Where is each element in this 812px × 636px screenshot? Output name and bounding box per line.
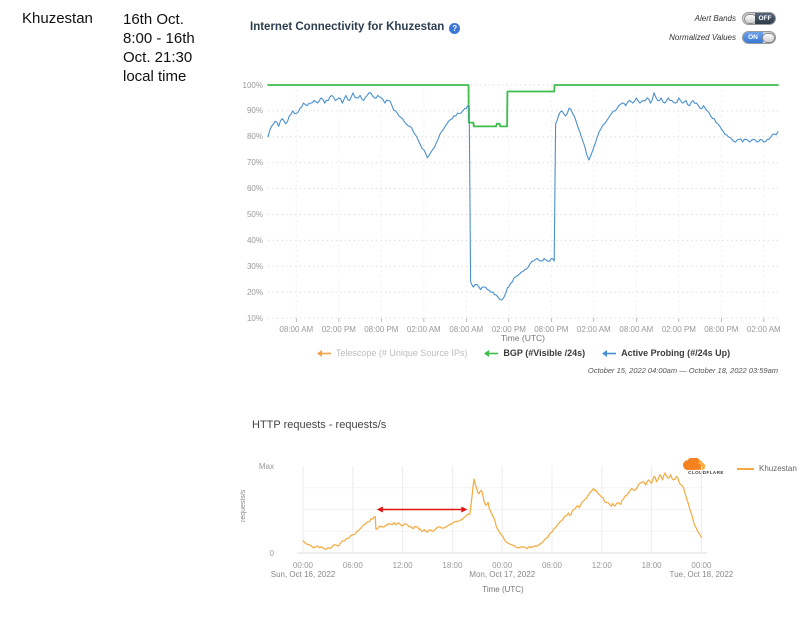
cf-x-axis-title: Time (UTC) [482,585,524,594]
legend-item-active-probing[interactable]: Active Probing (#/24s Up) [601,348,730,358]
y-tick-label: 40% [246,235,263,245]
help-icon[interactable]: ? [449,23,461,34]
x-tick-label: 12:00 [591,561,612,570]
arrowhead [376,506,383,513]
active-probing-line [267,92,779,301]
y-tick-label: Max [258,461,274,471]
x-tick-date-label: Mon, Oct 17, 2022 [469,570,536,579]
region-label: Khuzestan [22,10,93,27]
khuzestan-requests-line [302,472,702,551]
legend-item-telescope[interactable]: Telescope (# Unique Source IPs) [316,348,468,358]
toggle-state: ON [743,32,763,43]
connectivity-chart[interactable] [266,80,780,328]
page-title: Internet Connectivity for Khuzestan [250,21,445,33]
y-tick-label: 30% [246,261,263,271]
http-requests-chart[interactable] [283,458,745,558]
x-tick-label: 08:00 PM [364,325,399,334]
x-tick-label: 02:00 AM [746,325,781,334]
x-tick-label: 02:00 PM [491,325,526,334]
y-tick-label: 80% [246,132,263,142]
y-tick-label: 50% [246,210,263,219]
y-tick-label: 70% [246,158,263,168]
toggle-state: OFF [755,13,775,24]
y-tick-label: 10% [246,313,263,323]
x-tick-label: 18:00 [442,561,463,570]
legend-label: Active Probing (#/24s Up) [621,348,731,358]
legend-item-bgp[interactable]: BGP (#Visible /24s) [483,348,585,358]
toggle-knob [761,32,775,43]
alert-bands-label: Alert Bands [694,14,736,23]
x-tick-label: 18:00 [641,561,662,570]
x-tick-label: 06:00 [342,561,363,570]
y-tick-label: 100% [242,80,263,90]
cloudflare-panel-title: HTTP requests - requests/s [252,419,387,431]
bgp-line [267,84,779,128]
alert-bands-toggle[interactable]: OFF [742,12,776,25]
legend-label: Telescope (# Unique Source IPs) [335,348,468,358]
x-tick-label: 02:00 PM [661,325,696,334]
x-tick-label: 00:00 [292,561,314,570]
cloudflare-logo-text: CLOUDFLARE [688,470,724,475]
khuzestan-series-marker [737,467,754,470]
date-range: October 15, 2022 04:00am — October 18, 2… [587,366,778,375]
x-tick-label: 08:00 PM [534,325,569,334]
x-tick-label: 08:00 PM [704,325,739,334]
alert-bands-row: Alert Bands OFF [695,12,776,25]
series-arrow-icon [316,349,331,357]
y-tick-label: 0 [269,548,274,558]
x-tick-date-label: Sun, Oct 16, 2022 [270,570,336,579]
cloudflare-cloud-icon [682,458,706,471]
cloudflare-legend[interactable]: Khuzestan [737,464,797,473]
y-tick-label: 20% [246,287,263,297]
x-tick-label: 06:00 [541,561,563,570]
x-tick-label: 00:00 [492,561,513,570]
normalized-values-toggle[interactable]: ON [742,31,776,44]
cf-y-axis-title: requests/s [240,489,247,523]
x-tick-label: 08:00 AM [279,325,314,334]
x-tick-date-label: Tue, Oct 18, 2022 [669,570,734,579]
x-tick-label: 12:00 [392,561,413,570]
x-tick-label: 08:00 AM [449,325,484,334]
ioda-legend: Telescope (# Unique Source IPs) BGP (#Vis… [266,348,780,358]
x-tick-label: 00:00 [691,561,712,570]
x-tick-label: 02:00 AM [406,325,441,334]
x-tick-label: 02:00 AM [576,325,611,334]
ioda-panel-title: Internet Connectivity for Khuzestan? [250,21,461,34]
normalized-values-row: Normalized Values ON [669,31,776,44]
ioda-x-axis-title: Time (UTC) [500,333,546,343]
legend-label: BGP (#Visible /24s) [503,348,586,358]
cloudflare-logo: CLOUDFLARE [681,458,731,475]
x-tick-label: 02:00 PM [321,325,356,334]
series-arrow-icon [602,349,617,357]
x-tick-label: 08:00 AM [619,325,654,334]
y-tick-label: 60% [246,184,263,194]
arrowhead [461,506,468,513]
series-arrow-icon [484,349,499,357]
khuzestan-series-label: Khuzestan [759,464,797,473]
normalized-values-label: Normalized Values [669,33,736,42]
y-tick-label: 90% [246,106,263,116]
time-annotation: 16th Oct. 8:00 - 16th Oct. 21:30 local t… [123,11,195,85]
